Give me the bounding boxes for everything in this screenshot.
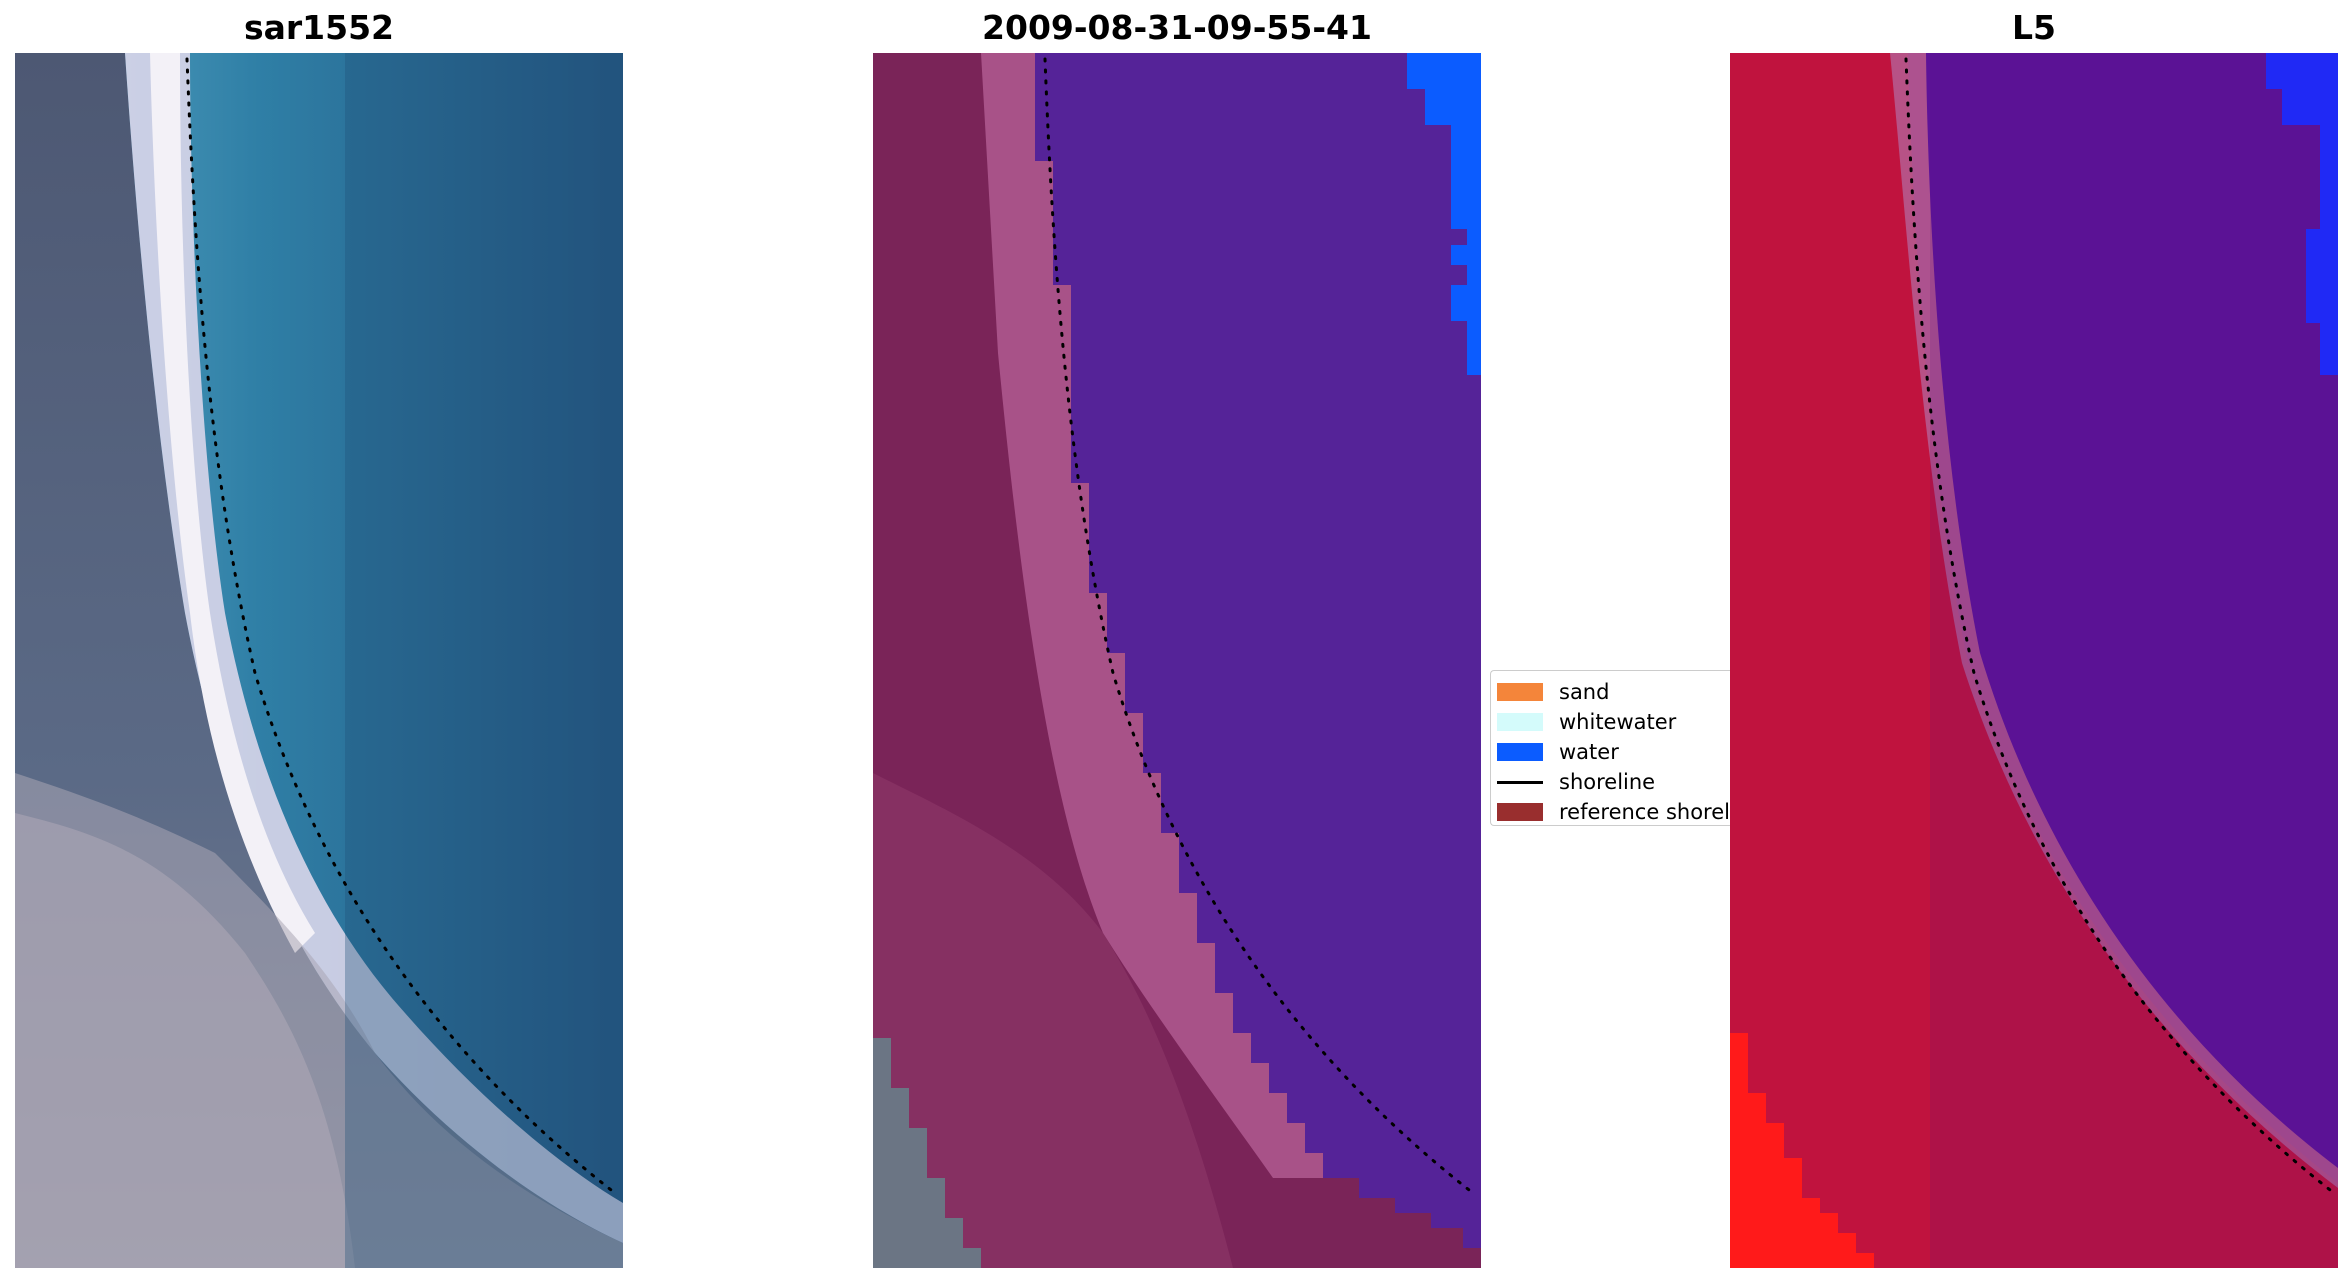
legend-label: shoreline: [1559, 770, 1656, 794]
legend-item-whitewater: whitewater: [1497, 709, 1730, 735]
water-swatch: [1497, 743, 1543, 761]
legend-label: water: [1559, 740, 1619, 764]
whitewater-swatch: [1497, 713, 1543, 731]
legend-item-shoreline: shoreline: [1497, 769, 1730, 795]
legend-item-water: water: [1497, 739, 1730, 765]
panel-title-rgb: sar1552: [243, 8, 395, 47]
legend-item-sand: sand: [1497, 679, 1730, 705]
panel-title-classified: 2009-08-31-09-55-41: [982, 8, 1372, 47]
legend: sand whitewater water shoreline referenc…: [1490, 670, 1730, 826]
rgb-satellite-image: [15, 53, 623, 1268]
legend-item-reference-shoreline: reference shoreli: [1497, 799, 1730, 825]
shoreline-line-swatch: [1497, 780, 1543, 784]
reference-shoreline-swatch: [1497, 803, 1543, 821]
legend-label: whitewater: [1559, 710, 1677, 734]
legend-label: sand: [1559, 680, 1610, 704]
legend-label: reference shoreli: [1559, 800, 1730, 824]
l5-image: [1730, 53, 2338, 1268]
classified-image: [873, 53, 1481, 1268]
sand-swatch: [1497, 683, 1543, 701]
panel-title-l5: L5: [2012, 8, 2056, 47]
